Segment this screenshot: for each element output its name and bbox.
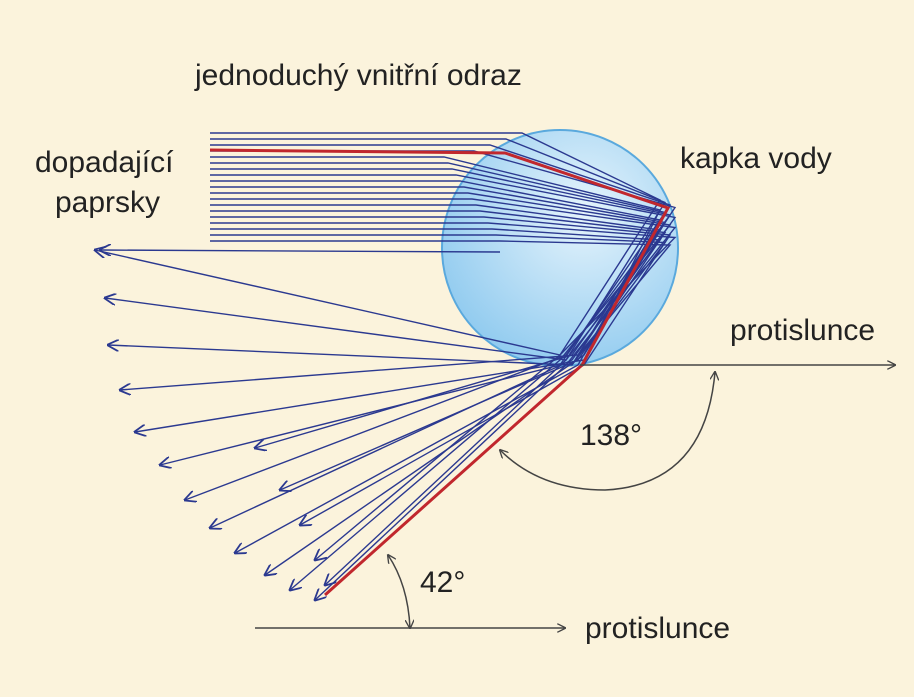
angle-label: 42° xyxy=(420,566,465,599)
ray xyxy=(210,198,677,600)
ray xyxy=(210,240,672,356)
ray xyxy=(185,168,672,500)
ray xyxy=(210,210,667,490)
ray xyxy=(210,234,667,366)
label: protislunce xyxy=(585,612,730,645)
ray xyxy=(210,228,662,585)
label: kapka vody xyxy=(680,142,832,175)
label: paprsky xyxy=(55,186,160,219)
title: jednoduchý vnitřní odraz xyxy=(194,59,522,92)
ray xyxy=(210,192,672,590)
ray xyxy=(210,186,667,575)
angle-arc xyxy=(500,372,715,491)
angle-arc xyxy=(388,555,410,628)
ray xyxy=(100,250,501,252)
ray xyxy=(210,204,662,448)
label: dopadající xyxy=(35,146,174,179)
ray xyxy=(135,156,662,432)
angle-label: 138° xyxy=(580,419,642,452)
label: protislunce xyxy=(730,314,875,347)
ray xyxy=(108,144,672,366)
highlighted-ray xyxy=(209,148,671,597)
ray xyxy=(210,216,672,525)
ray xyxy=(210,222,677,560)
rays xyxy=(95,132,677,600)
ray xyxy=(105,138,667,361)
